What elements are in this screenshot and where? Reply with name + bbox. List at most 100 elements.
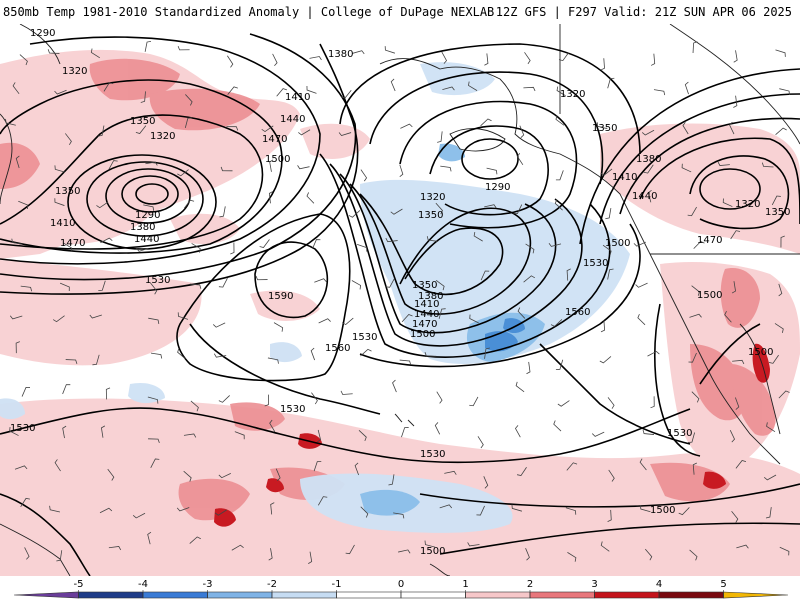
wind-barb xyxy=(136,247,149,252)
wind-barb xyxy=(548,242,562,247)
contour-label: 1410 xyxy=(414,299,439,310)
wind-barb xyxy=(486,167,498,175)
wind-barb xyxy=(297,165,310,170)
wind-barb xyxy=(525,243,535,254)
contour-label: 1440 xyxy=(134,234,159,245)
wind-barb xyxy=(20,497,31,508)
wind-barb xyxy=(183,433,197,438)
contour-label: 1320 xyxy=(560,89,585,100)
map-title: 850mb Temp 1981-2010 Standardized Anomal… xyxy=(3,5,495,19)
wind-barb xyxy=(11,238,23,245)
wind-barb xyxy=(424,352,437,357)
wind-barb xyxy=(600,168,613,176)
wind-barb xyxy=(633,241,647,247)
wind-barb xyxy=(177,169,189,177)
wind-barb xyxy=(761,162,774,168)
wind-barb xyxy=(218,473,231,479)
contour-label: 1470 xyxy=(697,235,722,246)
wind-barb xyxy=(477,436,484,449)
contour-label: 1440 xyxy=(414,309,439,320)
wind-barb xyxy=(484,204,497,209)
contour-label: 1530 xyxy=(667,428,692,439)
wind-barb xyxy=(12,82,20,95)
wind-barb xyxy=(644,548,653,561)
wind-barb xyxy=(766,422,776,433)
contour-label: 1530 xyxy=(280,404,305,415)
wind-barb xyxy=(424,540,436,548)
contour-label: 1470 xyxy=(412,319,437,330)
wind-barb xyxy=(5,118,16,126)
colorbar-segment xyxy=(658,591,724,599)
wind-barb xyxy=(388,474,395,486)
contour-label: 1500 xyxy=(650,505,675,516)
colorbar-tick-label: 5 xyxy=(720,579,726,590)
wind-barb xyxy=(687,432,696,443)
colorbar-tick-label: 3 xyxy=(591,579,597,590)
wind-barb xyxy=(15,155,20,169)
colorbar-segment xyxy=(13,591,79,599)
contour-label: 1560 xyxy=(325,343,350,354)
wind-barb xyxy=(513,204,523,214)
wind-barb xyxy=(317,496,328,506)
wind-barb xyxy=(684,81,689,95)
contour-label: 1290 xyxy=(485,182,510,193)
wind-barb xyxy=(566,462,578,471)
contour-label: 1350 xyxy=(130,116,155,127)
wind-barb xyxy=(600,58,605,71)
colorbar-ticks: -5 -4 -3 -2 -1 0 1 2 3 4 5 xyxy=(74,579,727,598)
contour-label: 1380 xyxy=(328,49,353,60)
wind-barb xyxy=(434,422,441,435)
wind-barb xyxy=(354,462,360,476)
wind-barb xyxy=(351,280,362,290)
contour-label: 1350 xyxy=(592,123,617,134)
wind-barb xyxy=(226,126,239,131)
wind-barb xyxy=(401,314,413,323)
wind-barb xyxy=(148,317,160,325)
wind-barb xyxy=(357,244,368,252)
wind-barb xyxy=(688,352,697,363)
wind-barb xyxy=(771,195,781,206)
wind-barb xyxy=(49,505,61,513)
contour-label: 1410 xyxy=(612,172,637,183)
map-canvas: 1290 1320 1350 1320 1350 1290 1410 1380 … xyxy=(0,24,800,576)
wind-barb xyxy=(385,278,395,288)
wind-barb xyxy=(480,118,492,127)
colorbar-tick-label: -3 xyxy=(203,579,213,590)
wind-barbs xyxy=(5,40,790,564)
wind-barb xyxy=(150,352,163,359)
wind-barb xyxy=(306,192,315,204)
wind-barb xyxy=(775,127,787,135)
wind-barb xyxy=(220,166,233,172)
contour-label: 1470 xyxy=(262,134,287,145)
wind-barb xyxy=(736,544,749,549)
wind-barb xyxy=(653,89,666,96)
wind-barb xyxy=(399,164,404,178)
wind-barb xyxy=(89,314,102,319)
wind-barb xyxy=(185,94,193,106)
wind-barb xyxy=(150,458,160,469)
wind-barb xyxy=(272,53,278,67)
wind-barb xyxy=(765,507,772,519)
wind-barb xyxy=(591,431,605,437)
wind-barb xyxy=(261,125,274,133)
wind-barb xyxy=(360,169,368,182)
wind-barb xyxy=(19,54,28,66)
wind-barb xyxy=(342,317,354,326)
wind-barb xyxy=(340,390,353,395)
wind-barb xyxy=(681,163,692,173)
wind-barb xyxy=(398,549,411,554)
colorbar-segment xyxy=(400,591,466,599)
contour-label: 1530 xyxy=(10,423,35,434)
wind-barb xyxy=(692,41,698,54)
wind-barb xyxy=(177,45,190,51)
wind-barb xyxy=(689,549,698,561)
wind-barb xyxy=(54,198,65,206)
wind-barb xyxy=(643,164,654,174)
contour-label: 1410 xyxy=(285,92,310,103)
wind-barb xyxy=(517,307,526,319)
wind-barb xyxy=(607,509,612,522)
wind-barb xyxy=(600,320,606,333)
colorbar-tick-label: 4 xyxy=(656,579,662,590)
coastlines xyxy=(0,24,800,576)
wind-barb xyxy=(717,161,730,167)
